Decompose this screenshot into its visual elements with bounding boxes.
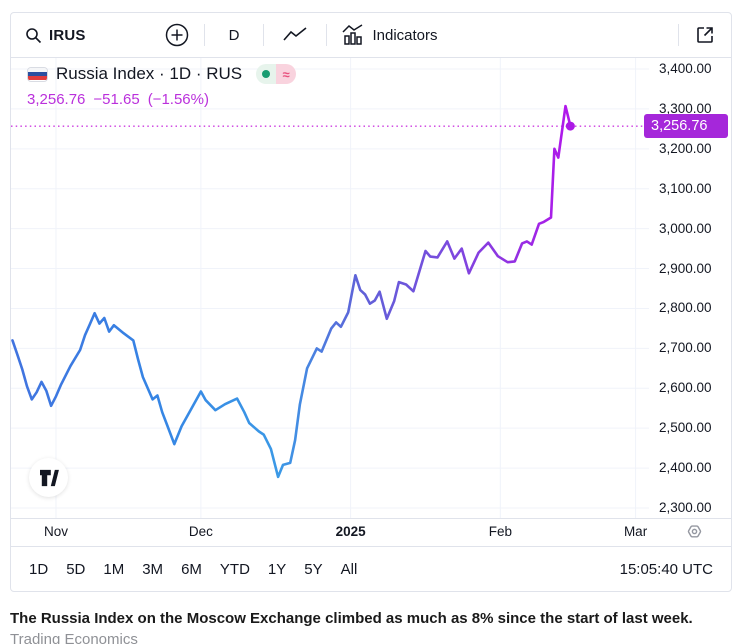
symbol-label: IRUS <box>49 26 86 44</box>
search-icon <box>25 27 42 44</box>
interval-button[interactable]: D <box>219 27 250 44</box>
interval-label: D <box>228 26 240 44</box>
indicators-button[interactable]: Indicators <box>341 24 438 46</box>
time-tick-dec: Dec <box>188 524 213 539</box>
price-tick: 3,300.00 <box>659 100 712 116</box>
toolbar-right <box>664 23 717 47</box>
range-button-5d[interactable]: 5D <box>66 560 86 578</box>
price-tick: 2,500.00 <box>659 420 712 436</box>
price-tick: 3,100.00 <box>659 180 712 196</box>
last-price-label: 3,256.76 <box>644 114 728 139</box>
chart-legend: Russia Index · 1D · RUS ≈ 3,256.76 −51.6… <box>27 64 297 108</box>
price-tick: 2,700.00 <box>659 340 712 356</box>
date-range-buttons: 1D 5D 1M 3M 6M YTD 1Y 5Y All <box>29 557 366 582</box>
range-button-1y[interactable]: 1Y <box>267 560 287 578</box>
legend-title-row[interactable]: Russia Index · 1D · RUS ≈ <box>27 64 297 84</box>
plus-circle-icon <box>164 22 190 48</box>
tradingview-logo[interactable] <box>29 458 68 497</box>
price-tick: 3,400.00 <box>659 61 712 76</box>
time-tick-feb: Feb <box>488 524 512 539</box>
range-button-6m[interactable]: 6M <box>181 560 202 578</box>
open-in-new-window-button[interactable] <box>693 23 717 47</box>
legend-title: Russia Index · 1D · RUS <box>56 64 243 83</box>
price-tick: 2,600.00 <box>659 380 712 396</box>
time-tick-mar: Mar <box>623 524 648 539</box>
range-button-all[interactable]: All <box>340 560 358 578</box>
price-tick: 2,900.00 <box>659 260 712 276</box>
caption-source-link[interactable]: Trading Economics <box>10 631 138 644</box>
toolbar-separator <box>263 24 265 46</box>
range-button-1m[interactable]: 1M <box>103 560 125 578</box>
caption-text: The Russia Index on the Moscow Exchange … <box>10 610 693 627</box>
line-chart-icon <box>282 26 308 44</box>
delayed-data-icon: ≈ <box>276 64 297 84</box>
clock-utc[interactable]: 15:05:40 UTC <box>619 560 713 578</box>
market-status-badge[interactable]: ≈ <box>256 64 297 84</box>
tradingview-widget: IRUS D <box>10 12 732 592</box>
bottom-toolbar: 1D 5D 1M 3M 6M YTD 1Y 5Y All 15:05:40 UTC <box>11 546 731 591</box>
price-tick: 3,000.00 <box>659 220 712 236</box>
time-scale[interactable]: Nov Dec 2025 Feb Mar <box>11 518 731 546</box>
external-link-icon <box>693 23 717 47</box>
price-tick: 2,800.00 <box>659 300 712 316</box>
range-button-1d[interactable]: 1D <box>29 560 49 578</box>
legend-values-row: 3,256.76 −51.65 (−1.56%) <box>21 91 296 108</box>
top-toolbar: IRUS D <box>11 13 731 58</box>
chart-style-button[interactable] <box>278 26 312 44</box>
indicators-icon <box>341 24 365 46</box>
range-button-3m[interactable]: 3M <box>142 560 164 578</box>
symbol-search-button[interactable]: IRUS <box>25 27 86 44</box>
compare-add-symbol-button[interactable] <box>164 22 190 48</box>
toolbar-separator <box>326 24 328 46</box>
time-settings-gear-icon[interactable] <box>684 523 705 549</box>
legend-change-percent: (−1.56%) <box>147 91 209 108</box>
market-open-icon <box>256 64 277 84</box>
range-button-5y[interactable]: 5Y <box>304 560 323 578</box>
time-tick-2025: 2025 <box>335 524 366 539</box>
russia-flag-icon <box>27 66 48 82</box>
chart-main: Russia Index · 1D · RUS ≈ 3,256.76 −51.6… <box>11 58 731 518</box>
price-tick: 3,200.00 <box>659 140 712 156</box>
indicators-label: Indicators <box>372 26 438 44</box>
toolbar-separator <box>203 24 205 46</box>
legend-change: −51.65 <box>93 91 140 108</box>
caption: The Russia Index on the Moscow Exchange … <box>10 608 726 644</box>
price-tick: 2,400.00 <box>659 460 712 476</box>
legend-last-price: 3,256.76 <box>27 91 86 108</box>
price-tick: 2,300.00 <box>659 500 712 515</box>
toolbar-separator <box>678 24 679 46</box>
range-button-ytd[interactable]: YTD <box>219 560 250 578</box>
price-scale[interactable]: 3,256.76 3,400.00 3,300.00 3,200.00 3,100.0… <box>644 58 731 518</box>
chart-pane[interactable]: Russia Index · 1D · RUS ≈ 3,256.76 −51.6… <box>11 58 649 518</box>
time-tick-nov: Nov <box>43 524 68 539</box>
price-line-chart[interactable] <box>11 58 649 518</box>
